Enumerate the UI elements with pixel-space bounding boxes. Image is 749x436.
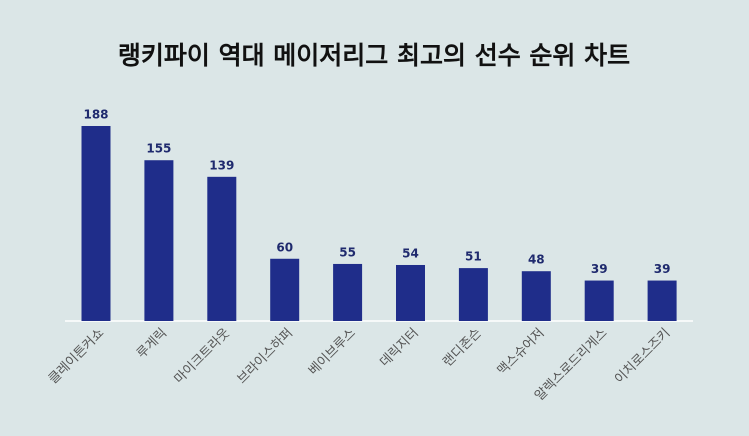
value-label: 60 — [276, 240, 293, 254]
value-label: 55 — [339, 245, 356, 259]
bar — [144, 160, 174, 321]
bar — [207, 176, 237, 321]
value-label: 39 — [591, 262, 608, 276]
value-label: 51 — [465, 250, 482, 264]
bar — [458, 268, 488, 321]
value-label: 48 — [528, 253, 545, 267]
chart-title: 랭키파이 역대 메이저리그 최고의 선수 순위 차트 — [118, 41, 630, 70]
value-label: 139 — [209, 158, 234, 172]
value-label: 188 — [83, 108, 108, 122]
bar — [584, 280, 614, 321]
bar — [521, 271, 551, 321]
value-label: 39 — [654, 262, 671, 276]
bar — [270, 258, 300, 321]
bar — [81, 126, 111, 321]
bar — [647, 280, 677, 321]
value-label: 54 — [402, 246, 419, 260]
value-label: 155 — [146, 142, 171, 156]
bar — [396, 264, 425, 321]
bar — [333, 263, 363, 321]
